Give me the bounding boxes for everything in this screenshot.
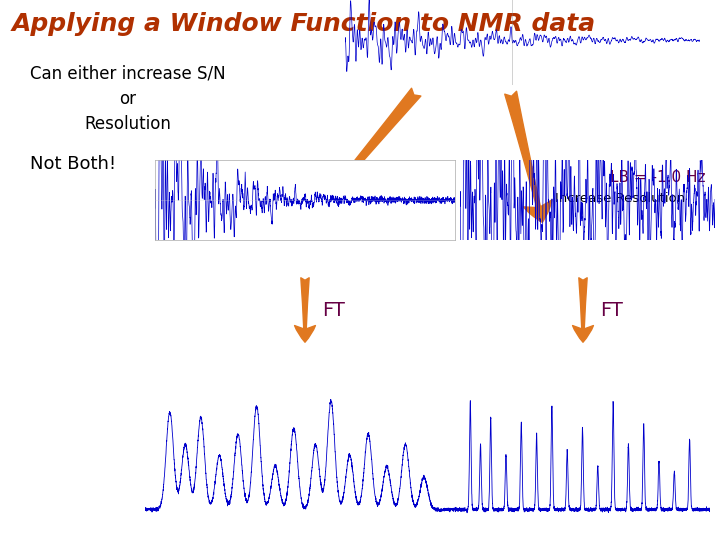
Text: FT: FT bbox=[600, 300, 623, 320]
Text: FT: FT bbox=[322, 300, 345, 320]
Text: Increase Resolution: Increase Resolution bbox=[555, 192, 685, 205]
Text: LB = 5.0 Hz: LB = 5.0 Hz bbox=[205, 170, 295, 185]
Text: Increase Sensitivity: Increase Sensitivity bbox=[230, 192, 360, 205]
Text: Not Both!: Not Both! bbox=[30, 155, 116, 173]
Text: Can either increase S/N
or
Resolution: Can either increase S/N or Resolution bbox=[30, 65, 225, 133]
Text: LB = -1.0 Hz: LB = -1.0 Hz bbox=[610, 170, 706, 185]
Text: Applying a Window Function to NMR data: Applying a Window Function to NMR data bbox=[12, 12, 596, 36]
